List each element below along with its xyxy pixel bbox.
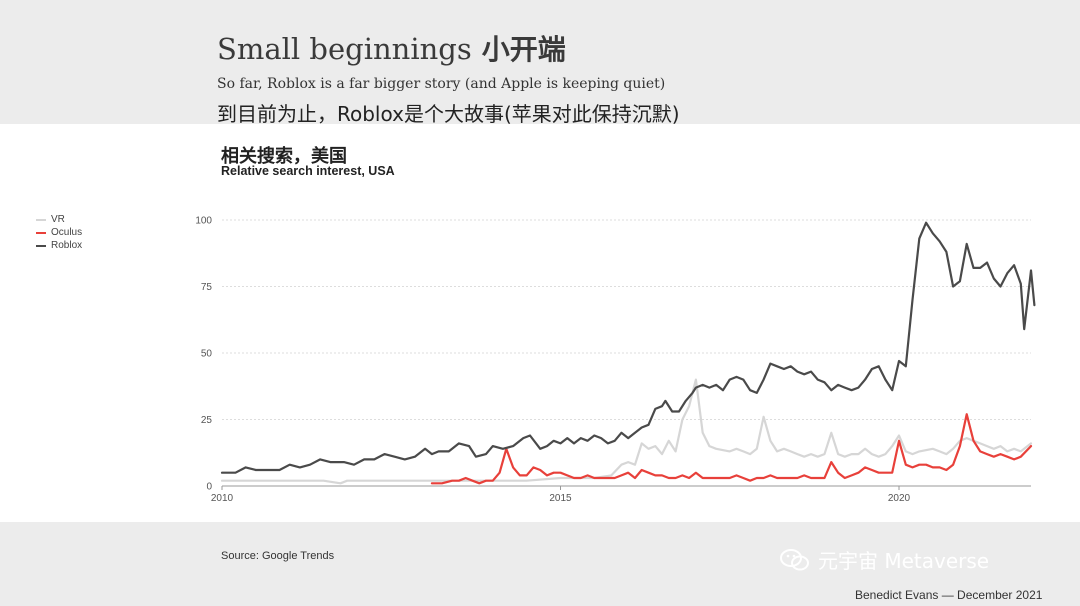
y-tick-label-50: 50 <box>201 349 213 360</box>
title-en: Small beginnings <box>217 32 472 66</box>
chart-title-cn: 相关搜索，美国 <box>221 146 347 167</box>
y-tick-label-100: 100 <box>195 216 212 227</box>
chart-legend: VR Oculus Roblox <box>36 213 82 252</box>
chart-title: Relative search interest, USA <box>221 164 395 178</box>
legend-swatch-vr <box>36 218 46 221</box>
legend-label-vr: VR <box>51 214 65 225</box>
wechat-icon <box>780 548 809 570</box>
legend-item-vr: VR <box>36 213 82 226</box>
legend-swatch-roblox <box>36 244 46 247</box>
page-title: Small beginnings 小开端 <box>217 28 566 68</box>
legend-label-roblox: Roblox <box>51 240 83 251</box>
watermark: 元宇宙 Metaverse <box>780 545 989 574</box>
source-note: Source: Google Trends <box>221 550 335 562</box>
footer-band <box>0 522 1080 606</box>
title-cn: 小开端 <box>481 33 566 66</box>
subtitle-en: So far, Roblox is a far bigger story (an… <box>217 76 666 92</box>
x-tick-label-2020: 2020 <box>888 493 911 504</box>
series-line-vr <box>220 378 1033 485</box>
x-tick-label-2015: 2015 <box>549 493 572 504</box>
legend-item-roblox: Roblox <box>36 239 82 252</box>
author-credit: Benedict Evans — December 2021 <box>855 588 1043 602</box>
header-band <box>0 0 1080 124</box>
x-tick-label-2010: 2010 <box>211 493 234 504</box>
legend-label-oculus: Oculus <box>51 227 83 238</box>
series-line-oculus <box>430 413 1033 485</box>
y-tick-label-75: 75 <box>201 282 213 293</box>
watermark-text: 元宇宙 Metaverse <box>818 549 990 573</box>
chart-panel <box>0 124 1080 522</box>
subtitle-cn: 到目前为止，Roblox是个大故事(苹果对此保持沉默) <box>217 102 680 126</box>
legend-swatch-oculus <box>36 231 46 234</box>
y-tick-label-0: 0 <box>206 482 212 493</box>
series-line-roblox <box>220 221 1036 474</box>
legend-item-oculus: Oculus <box>36 226 82 239</box>
y-tick-label-25: 25 <box>201 415 213 426</box>
